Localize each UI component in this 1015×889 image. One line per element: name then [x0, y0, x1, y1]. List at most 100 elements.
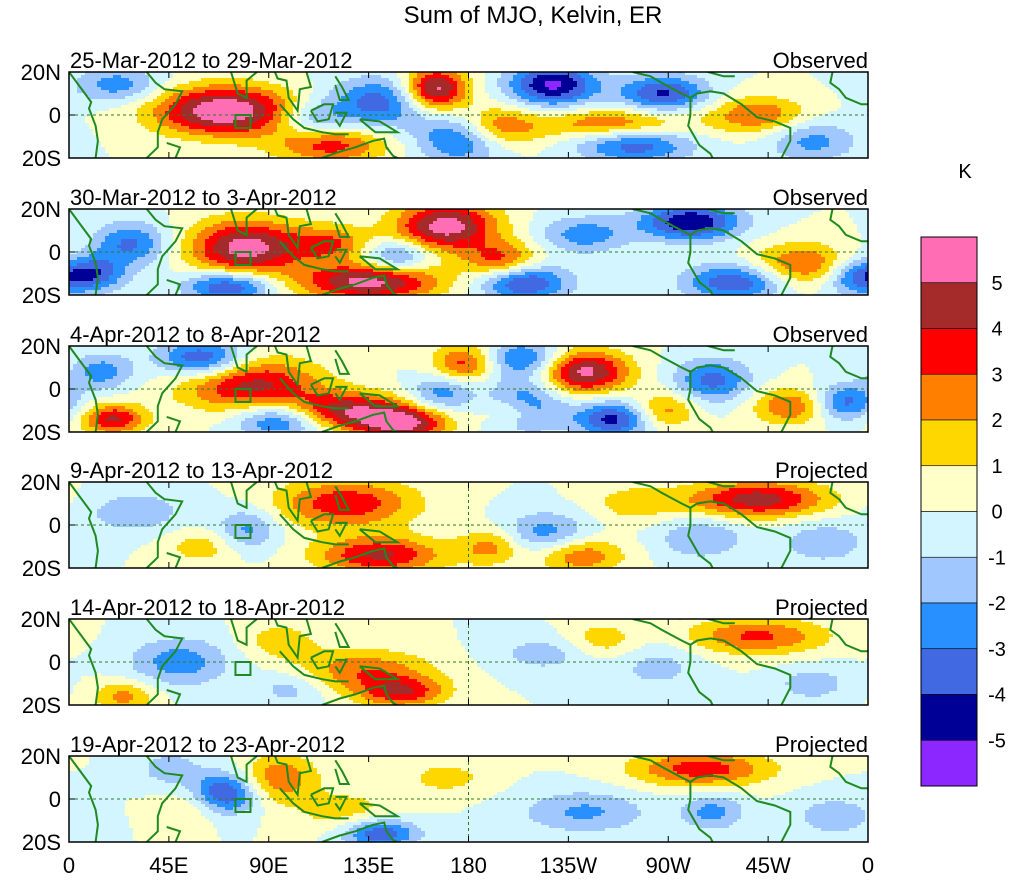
coastline: [310, 377, 335, 397]
colorbar-swatch: [920, 602, 978, 650]
colorbar-swatch: [920, 556, 978, 604]
panel-field: [69, 72, 868, 158]
region-box: [234, 661, 252, 676]
coastline: [334, 385, 349, 402]
x-tick-label: 45W: [746, 853, 791, 878]
coastline: [195, 209, 313, 251]
panel-date-range: 19-Apr-2012 to 23-Apr-2012: [70, 732, 345, 757]
region-box: [234, 251, 252, 266]
colorbar-tick-label: 0: [991, 502, 1002, 524]
coastline: [195, 346, 313, 388]
colorbar-tick-label: -2: [988, 593, 1006, 615]
y-tick-label: 20N: [21, 334, 61, 359]
y-tick-label: 20S: [22, 146, 61, 171]
coastline: [166, 141, 182, 158]
y-tick-label: 20N: [21, 470, 61, 495]
coastline: [687, 507, 714, 568]
coastline: [310, 787, 335, 807]
coastline: [632, 209, 792, 295]
coastline: [69, 482, 99, 568]
y-tick-label: 0: [49, 650, 61, 675]
panel-status: Projected: [775, 732, 868, 757]
panel-status: Observed: [773, 48, 868, 73]
coastline: [279, 103, 349, 136]
coastline: [829, 346, 868, 380]
coastline: [69, 72, 99, 158]
coastline: [145, 482, 184, 568]
coastline: [334, 75, 351, 101]
coastline: [679, 619, 735, 625]
coastline: [195, 756, 313, 798]
coastline: [829, 756, 868, 790]
panel-2: 20N 0 20S 30-Mar-2012 to 3-Apr-2012 Observed: [21, 185, 869, 308]
coastline: [166, 415, 182, 432]
coastline: [145, 346, 184, 432]
coastline: [310, 650, 335, 670]
coastline: [166, 689, 182, 705]
coastline: [632, 619, 792, 705]
colorbar-swatch: [920, 328, 978, 375]
y-tick-label: 20N: [21, 60, 61, 85]
y-tick-label: 20N: [21, 607, 61, 632]
coastline: [359, 118, 402, 134]
panel-field: [69, 619, 868, 705]
coastline: [166, 278, 182, 295]
y-tick-label: 0: [49, 240, 61, 265]
colorbar-swatch: [920, 694, 978, 741]
coastline: [69, 346, 99, 432]
colorbar-tick-label: -5: [988, 730, 1006, 752]
coastline: [687, 781, 714, 842]
x-tick-label: 45E: [149, 853, 188, 878]
coastline: [279, 650, 349, 683]
panel-field: [69, 346, 868, 432]
colorbar-label: K: [958, 161, 972, 183]
coastline: [334, 795, 349, 812]
x-tick-label: 180: [450, 853, 487, 878]
coastline: [679, 482, 735, 488]
y-tick-label: 20S: [22, 556, 61, 581]
coastline: [145, 209, 184, 295]
colorbar: K 5 4 3 2 1 0 -1 -2 -3 -4 -5: [920, 161, 1006, 787]
panel-5: 20N 0 20S 14-Apr-2012 to 18-Apr-2012 Project…: [21, 595, 869, 718]
coastline: [632, 72, 792, 158]
y-tick-label: 0: [49, 787, 61, 812]
colorbar-tick-label: 5: [991, 273, 1002, 295]
coastline: [166, 552, 182, 568]
colorbar-tick-label: -4: [988, 685, 1006, 707]
y-tick-label: 0: [49, 377, 61, 402]
x-tick-label: 135E: [343, 853, 394, 878]
coastline: [829, 209, 868, 243]
panel-status: Observed: [773, 185, 868, 210]
colorbar-swatch: [920, 511, 978, 558]
region-box: [234, 798, 252, 813]
coastline: [679, 72, 735, 78]
coastline: [334, 111, 349, 128]
panel-status: Observed: [773, 322, 868, 347]
colorbar-swatch: [920, 465, 978, 512]
x-axis: 0 45E 90E 135E 180 135W 90W 45W 0: [63, 853, 874, 878]
region-box: [234, 388, 252, 403]
y-tick-label: 20S: [22, 283, 61, 308]
coastline: [334, 248, 349, 265]
y-tick-label: 20S: [22, 420, 61, 445]
coastline: [687, 371, 714, 432]
coastline: [687, 97, 714, 158]
colorbar-tick-label: 3: [991, 364, 1002, 386]
panel-6: 20N 0 20S 19-Apr-2012 to 23-Apr-2012 Project…: [21, 732, 869, 855]
coastline: [145, 756, 184, 842]
coastline: [195, 72, 313, 114]
y-tick-label: 20S: [22, 693, 61, 718]
coastline: [279, 513, 349, 546]
coastline: [334, 622, 351, 648]
coastline: [321, 411, 398, 432]
coastline: [359, 528, 402, 544]
panel-date-range: 25-Mar-2012 to 29-Mar-2012: [70, 48, 352, 73]
y-tick-label: 0: [49, 513, 61, 538]
panel-date-range: 9-Apr-2012 to 13-Apr-2012: [70, 458, 333, 483]
panel-3: 20N 0 20S 4-Apr-2012 to 8-Apr-2012 Observed: [21, 322, 869, 445]
coastline: [679, 209, 735, 215]
colorbar-swatch: [920, 236, 978, 284]
colorbar-tick-label: -3: [988, 639, 1006, 661]
panel-date-range: 4-Apr-2012 to 8-Apr-2012: [70, 322, 321, 347]
